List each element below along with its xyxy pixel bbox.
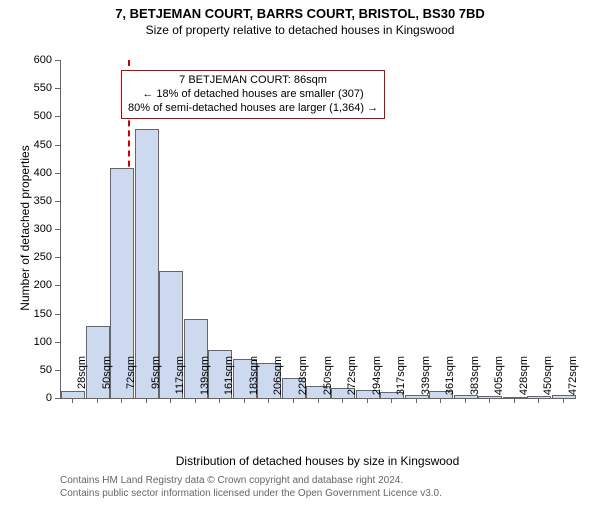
y-tick-mark xyxy=(55,173,60,174)
x-tick-label: 450sqm xyxy=(542,356,554,406)
chart-subtitle: Size of property relative to detached ho… xyxy=(0,23,600,37)
x-tick-mark xyxy=(268,398,269,403)
x-tick-label: 161sqm xyxy=(223,356,235,406)
annotation-line-2: ← 18% of detached houses are smaller (30… xyxy=(128,88,378,102)
x-tick-mark xyxy=(342,398,343,403)
x-tick-mark xyxy=(195,398,196,403)
y-tick-label: 0 xyxy=(22,392,52,404)
x-tick-label: 472sqm xyxy=(567,356,579,406)
y-tick-label: 450 xyxy=(22,139,52,151)
x-tick-mark xyxy=(416,398,417,403)
x-tick-mark xyxy=(72,398,73,403)
y-tick-mark xyxy=(55,145,60,146)
x-tick-label: 183sqm xyxy=(248,356,260,406)
x-tick-mark xyxy=(440,398,441,403)
y-tick-label: 100 xyxy=(22,336,52,348)
x-tick-mark xyxy=(244,398,245,403)
x-tick-label: 339sqm xyxy=(420,356,432,406)
y-tick-mark xyxy=(55,314,60,315)
x-tick-mark xyxy=(121,398,122,403)
y-tick-mark xyxy=(55,342,60,343)
x-tick-label: 250sqm xyxy=(322,356,334,406)
x-tick-label: 50sqm xyxy=(101,356,113,406)
x-tick-label: 405sqm xyxy=(493,356,505,406)
x-tick-mark xyxy=(465,398,466,403)
x-tick-label: 428sqm xyxy=(518,356,530,406)
chart-title: 7, BETJEMAN COURT, BARRS COURT, BRISTOL,… xyxy=(0,6,600,21)
annotation-line-3: 80% of semi-detached houses are larger (… xyxy=(128,102,378,116)
y-tick-mark xyxy=(55,60,60,61)
y-tick-mark xyxy=(55,370,60,371)
y-tick-mark xyxy=(55,398,60,399)
x-tick-mark xyxy=(514,398,515,403)
x-tick-mark xyxy=(146,398,147,403)
y-tick-mark xyxy=(55,229,60,230)
y-tick-label: 500 xyxy=(22,110,52,122)
x-tick-label: 206sqm xyxy=(272,356,284,406)
x-tick-label: 117sqm xyxy=(174,356,186,406)
x-tick-label: 317sqm xyxy=(395,356,407,406)
x-tick-label: 383sqm xyxy=(469,356,481,406)
y-tick-label: 200 xyxy=(22,279,52,291)
x-tick-mark xyxy=(219,398,220,403)
y-tick-label: 150 xyxy=(22,308,52,320)
y-tick-mark xyxy=(55,201,60,202)
annotation-box: 7 BETJEMAN COURT: 86sqm ← 18% of detache… xyxy=(121,70,385,119)
y-tick-label: 50 xyxy=(22,364,52,376)
x-tick-mark xyxy=(538,398,539,403)
x-tick-mark xyxy=(293,398,294,403)
y-tick-mark xyxy=(55,257,60,258)
y-tick-label: 400 xyxy=(22,167,52,179)
y-tick-mark xyxy=(55,285,60,286)
x-tick-mark xyxy=(318,398,319,403)
x-tick-label: 139sqm xyxy=(199,356,211,406)
y-tick-label: 600 xyxy=(22,54,52,66)
y-tick-label: 250 xyxy=(22,251,52,263)
x-axis-label: Distribution of detached houses by size … xyxy=(60,454,575,468)
y-tick-mark xyxy=(55,88,60,89)
x-tick-label: 72sqm xyxy=(125,356,137,406)
footer-line-2: Contains public sector information licen… xyxy=(60,487,442,500)
x-tick-mark xyxy=(97,398,98,403)
x-tick-mark xyxy=(170,398,171,403)
x-tick-mark xyxy=(367,398,368,403)
x-tick-label: 294sqm xyxy=(371,356,383,406)
plot-area: 7 BETJEMAN COURT: 86sqm ← 18% of detache… xyxy=(60,60,576,399)
x-tick-label: 272sqm xyxy=(346,356,358,406)
y-tick-label: 350 xyxy=(22,195,52,207)
y-tick-label: 300 xyxy=(22,223,52,235)
footer-line-1: Contains HM Land Registry data © Crown c… xyxy=(60,474,442,487)
footer-attribution: Contains HM Land Registry data © Crown c… xyxy=(60,474,442,500)
x-tick-label: 95sqm xyxy=(150,356,162,406)
y-tick-mark xyxy=(55,116,60,117)
x-tick-label: 361sqm xyxy=(444,356,456,406)
x-tick-label: 28sqm xyxy=(76,356,88,406)
x-tick-mark xyxy=(391,398,392,403)
x-tick-mark xyxy=(489,398,490,403)
y-tick-label: 550 xyxy=(22,82,52,94)
x-tick-mark xyxy=(563,398,564,403)
x-tick-label: 228sqm xyxy=(297,356,309,406)
annotation-line-1: 7 BETJEMAN COURT: 86sqm xyxy=(128,74,378,88)
